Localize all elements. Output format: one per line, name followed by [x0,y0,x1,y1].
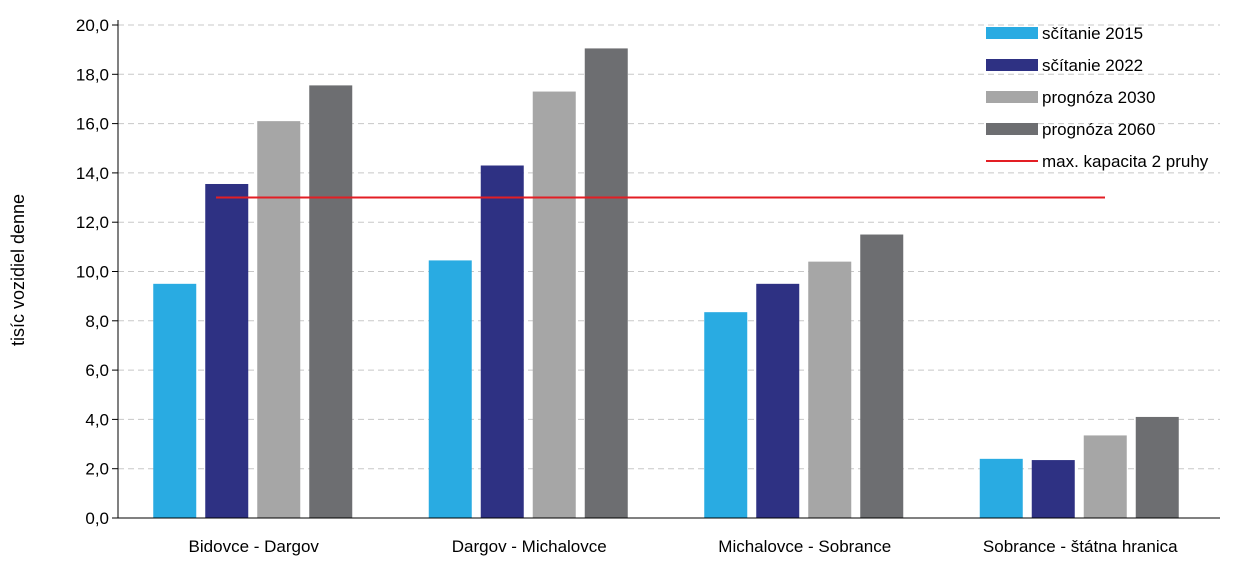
legend-label: sčítanie 2022 [1042,56,1143,75]
y-tick-label: 20,0 [76,16,109,35]
legend-swatch [986,27,1038,39]
bar [480,165,524,518]
bar [532,91,576,519]
x-category-label: Dargov - Michalovce [452,537,607,556]
legend: sčítanie 2015 sčítanie 2022 prognóza 2030 p… [986,24,1209,171]
y-tick-label: 0,0 [85,509,109,528]
y-tick-label: 18,0 [76,65,109,84]
y-tick-label: 16,0 [76,115,109,134]
bar [1135,416,1179,518]
bar [756,283,800,518]
y-tick-label: 10,0 [76,263,109,282]
bar [584,48,628,518]
legend-swatch [986,91,1038,103]
bar [704,312,748,518]
x-category-label: Michalovce - Sobrance [718,537,891,556]
legend-label: sčítanie 2015 [1042,24,1143,43]
axes: 0,0 2,0 4,0 6,0 8,0 10,0 12,0 14,0 16,0 18,0 20,0 B… [76,16,1220,556]
bar [808,261,852,518]
legend-label: prognóza 2060 [1042,120,1155,139]
bar [153,283,197,518]
legend-swatch [986,59,1038,71]
y-tick-label: 12,0 [76,213,109,232]
bar [309,85,353,518]
legend-swatch [986,123,1038,135]
y-tick-label: 4,0 [85,410,109,429]
bar [979,458,1023,518]
bar [860,234,904,518]
bar [257,121,301,518]
legend-label: prognóza 2030 [1042,88,1155,107]
y-axis-title: tisíc vozidiel denne [8,194,28,346]
bar [428,260,472,518]
bars [153,48,1179,519]
legend-label: max. kapacita 2 pruhy [1042,152,1209,171]
x-category-label: Bidovce - Dargov [189,537,320,556]
bar [1031,460,1075,518]
bar [205,183,249,518]
y-tick-label: 14,0 [76,164,109,183]
y-tick-label: 6,0 [85,361,109,380]
x-category-label: Sobrance - štátna hranica [983,537,1178,556]
y-tick-label: 8,0 [85,312,109,331]
y-tick-label: 2,0 [85,460,109,479]
gridlines [118,24,1220,470]
bar [1083,435,1127,518]
